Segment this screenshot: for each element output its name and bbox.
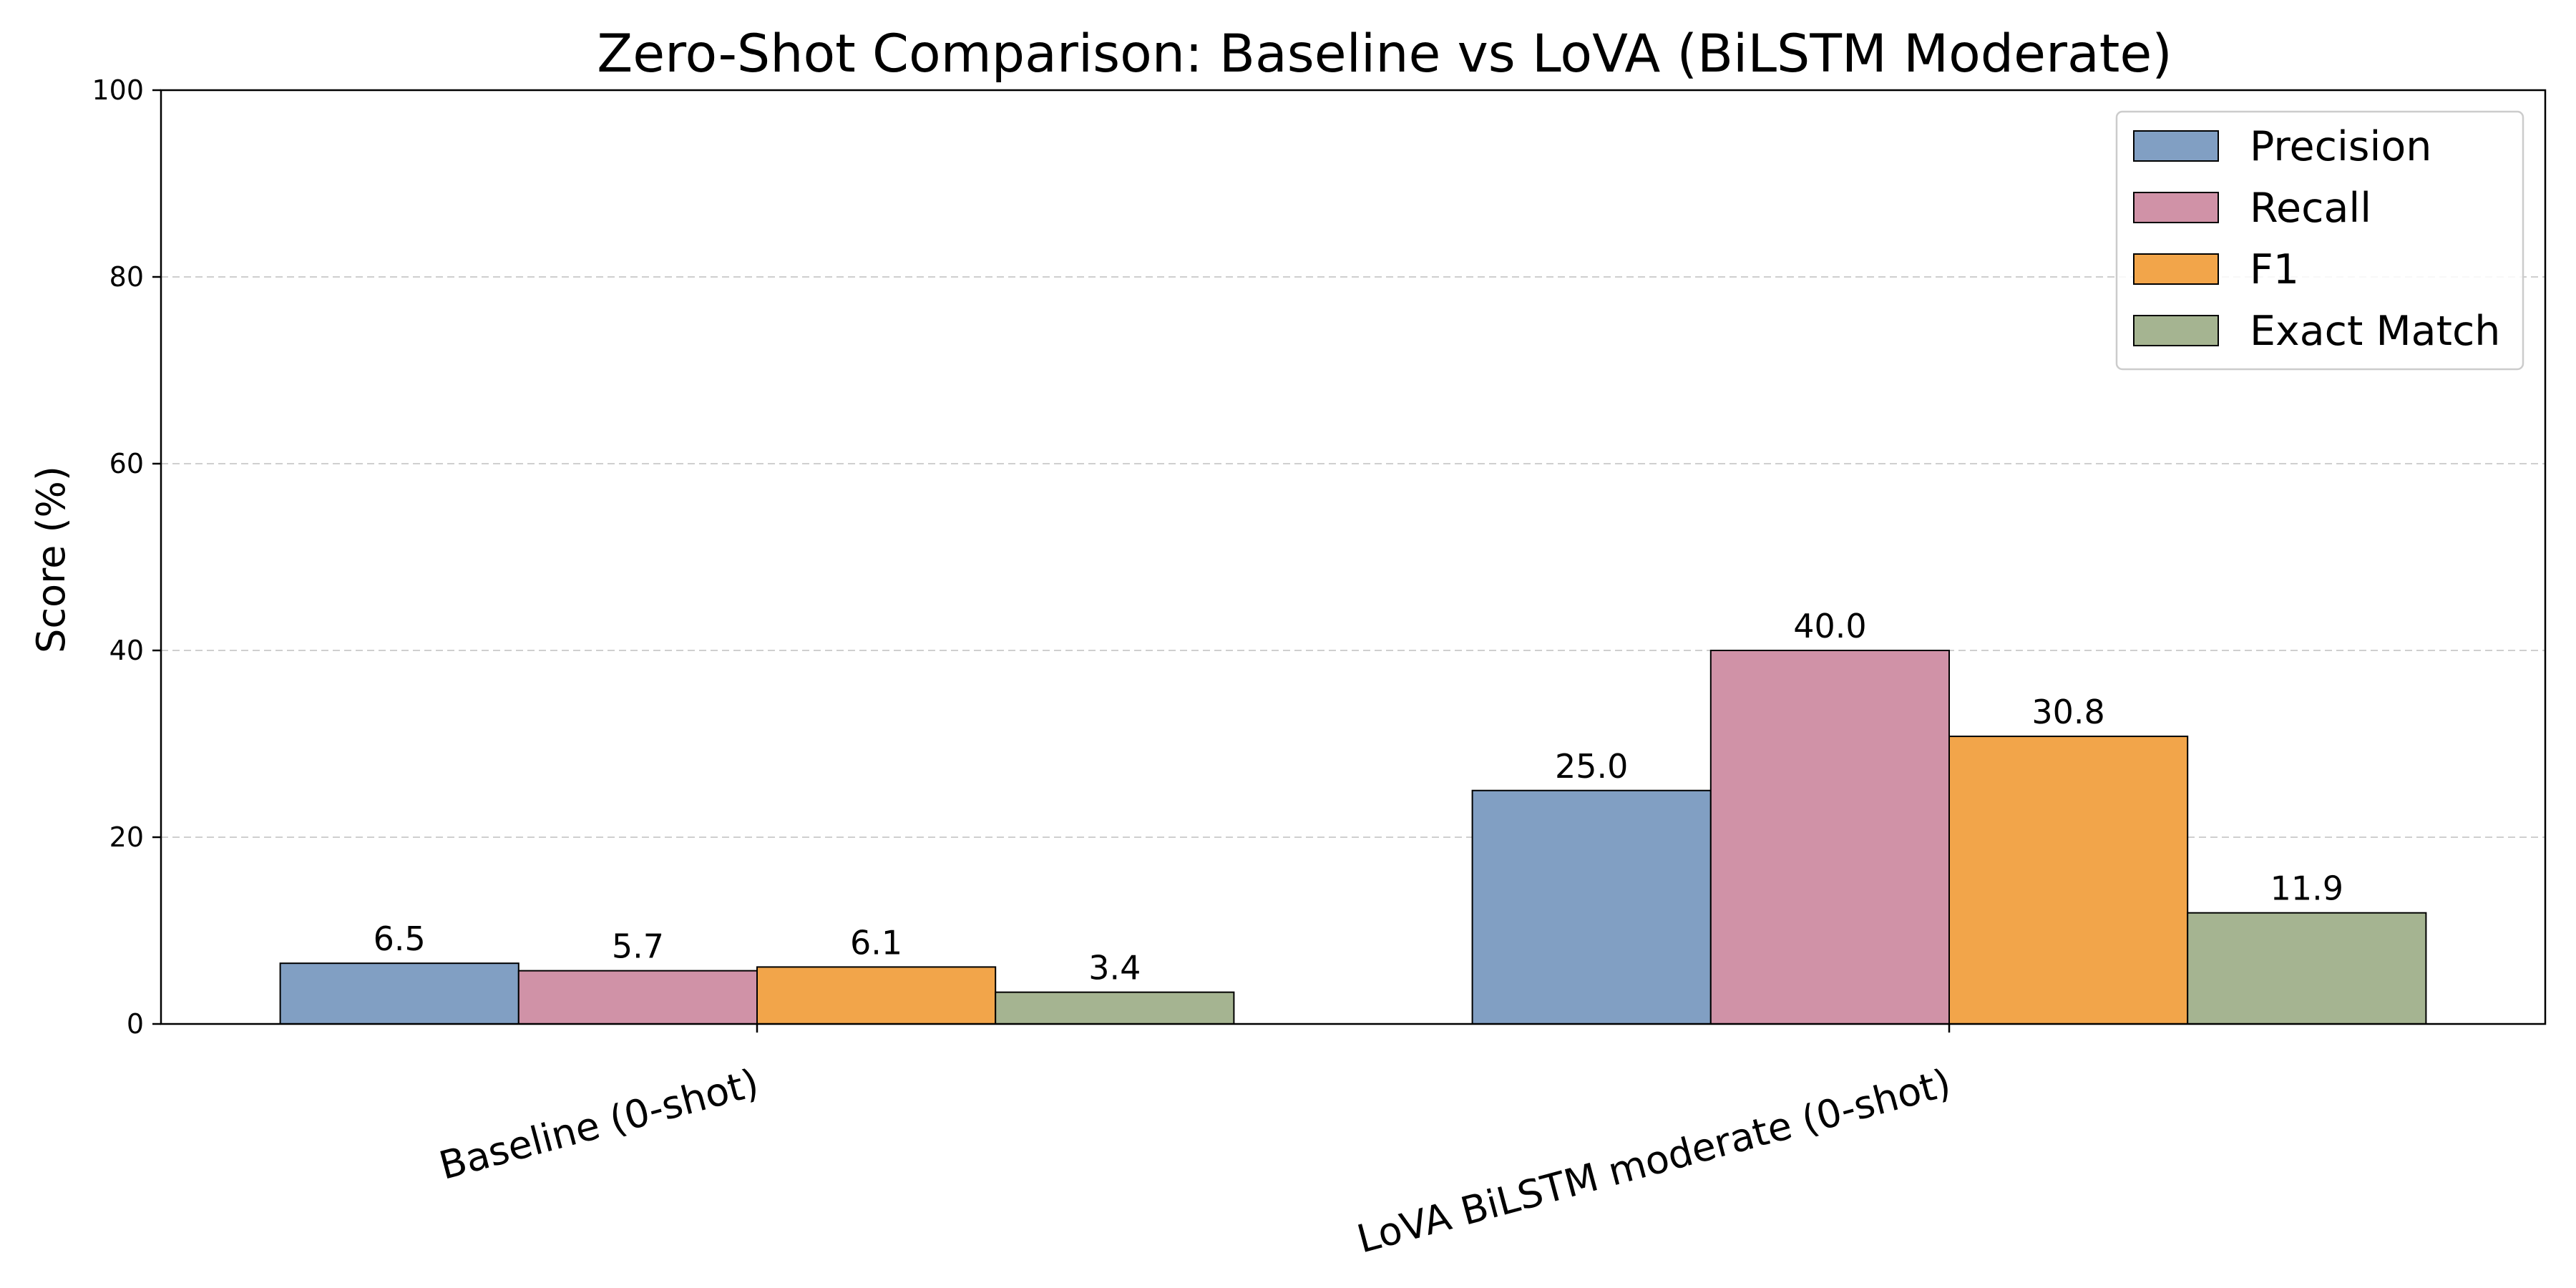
value-label-f1-0: 6.1 <box>850 923 902 962</box>
y-tick-label-100: 100 <box>92 74 144 106</box>
value-label-precision-1: 25.0 <box>1555 747 1628 786</box>
plot-frame <box>160 89 2547 1025</box>
chart-title: Zero-Shot Comparison: Baseline vs LoVA (… <box>597 24 2172 84</box>
legend-label-precision: Precision <box>2250 123 2431 170</box>
bar-f1-1 <box>1948 736 2189 1025</box>
bar-f1-0 <box>756 966 997 1025</box>
value-label-exact-match-1: 11.9 <box>2270 869 2343 908</box>
category-label-0: Baseline (0-shot) <box>434 1060 763 1189</box>
value-label-precision-0: 6.5 <box>374 919 426 958</box>
bar-exact-match-0 <box>995 991 1235 1025</box>
y-tick-label-40: 40 <box>109 635 144 666</box>
bar-exact-match-1 <box>2187 912 2427 1025</box>
y-tick-label-20: 20 <box>109 821 144 853</box>
value-label-recall-1: 40.0 <box>1793 607 1866 645</box>
legend-box <box>2115 110 2524 371</box>
bar-recall-1 <box>1709 650 1951 1025</box>
legend-swatch-f1 <box>2133 253 2219 285</box>
legend-label-f1: F1 <box>2250 246 2299 293</box>
bar-recall-0 <box>517 970 758 1025</box>
value-label-recall-0: 5.7 <box>612 927 664 966</box>
legend-swatch-recall <box>2133 192 2219 223</box>
bar-precision-0 <box>279 962 519 1025</box>
y-tick-label-80: 80 <box>109 261 144 293</box>
y-axis-label: Score (%) <box>29 466 74 653</box>
value-label-f1-1: 30.8 <box>2031 693 2104 731</box>
legend: Precision Recall F1 Exact Match <box>2115 110 2524 371</box>
bar-precision-1 <box>1471 789 1712 1025</box>
value-label-exact-match-0: 3.4 <box>1088 949 1141 987</box>
legend-label-recall: Recall <box>2250 185 2371 232</box>
legend-swatch-exact-match <box>2133 315 2219 346</box>
legend-label-exact-match: Exact Match <box>2250 308 2500 355</box>
legend-swatch-precision <box>2133 130 2219 162</box>
y-tick-label-0: 0 <box>127 1008 144 1040</box>
y-tick-label-60: 60 <box>109 448 144 479</box>
bars: 6.5 5.7 6.1 3.4 25.0 40.0 30.8 11.9 <box>279 607 2427 1025</box>
category-label-1: LoVA BiLSTM moderate (0-shot) <box>1352 1060 1956 1262</box>
